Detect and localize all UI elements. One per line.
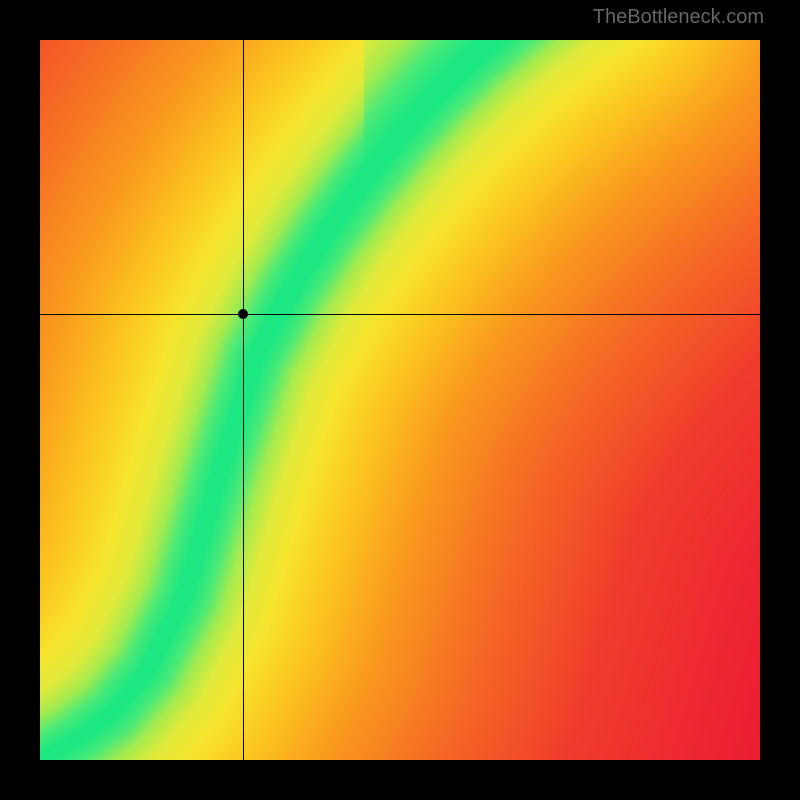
heatmap-canvas xyxy=(40,40,760,760)
bottleneck-heatmap xyxy=(40,40,760,760)
crosshair-horizontal xyxy=(40,314,760,315)
watermark-text: TheBottleneck.com xyxy=(593,6,764,29)
marker-dot xyxy=(238,309,248,319)
crosshair-vertical xyxy=(243,40,244,760)
